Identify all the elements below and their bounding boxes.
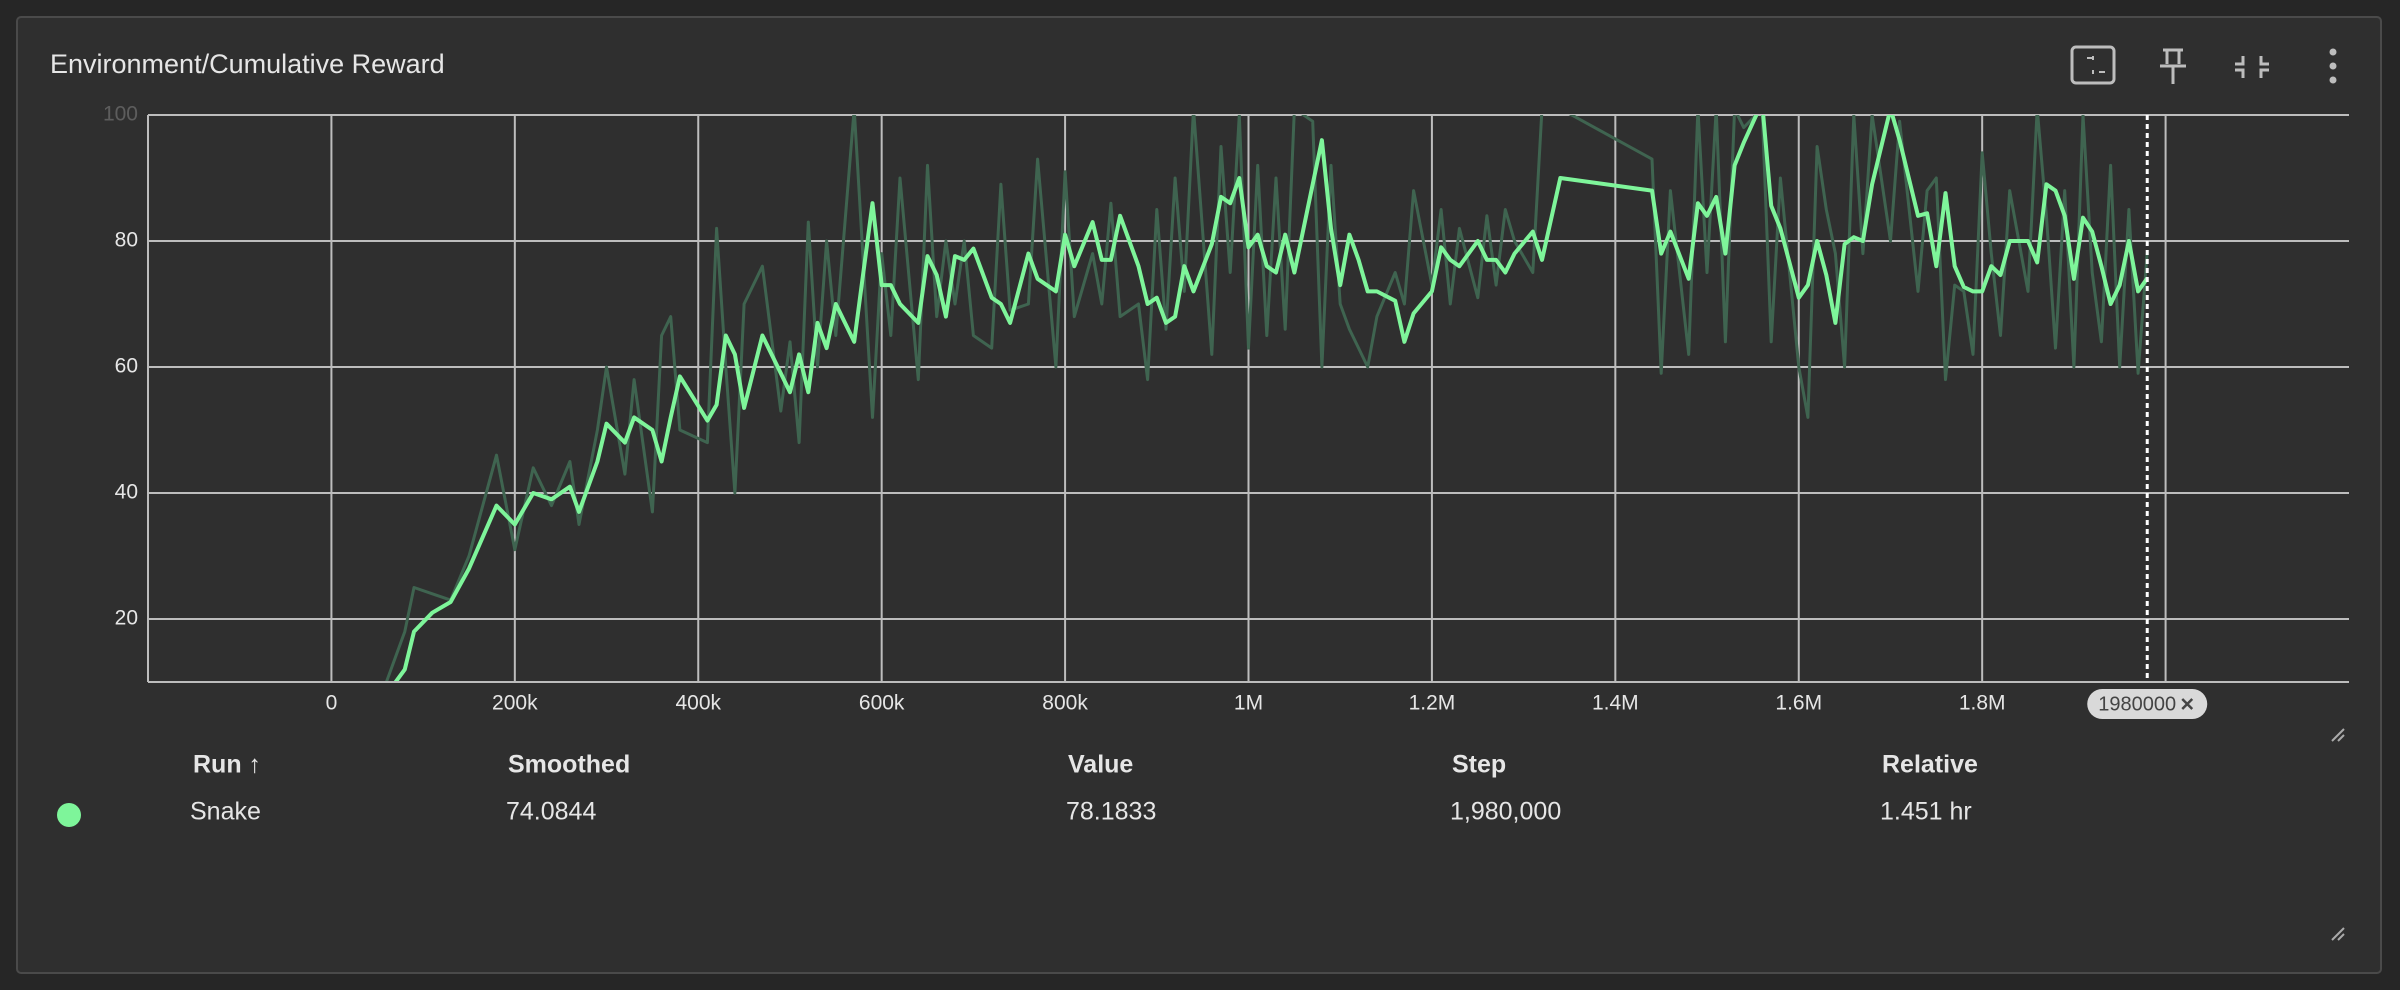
table-cell: 78.1833 <box>1066 798 1156 826</box>
chip-close[interactable] <box>2181 698 2194 710</box>
column-header: Run ↑ <box>193 751 261 779</box>
table-cell: 74.0844 <box>506 798 596 826</box>
x-tick-label: 1M <box>1234 692 1263 715</box>
x-tick-label: 1.6M <box>1775 692 1822 715</box>
table-cell: 1.451 hr <box>1880 798 1972 826</box>
table-cell: 1,980,000 <box>1450 798 1561 826</box>
chart-title: Environment/Cumulative Reward <box>50 49 445 79</box>
x-tick-label: 1.2M <box>1409 692 1456 715</box>
resize-grip[interactable] <box>2331 927 2345 941</box>
x-tick-label: 600k <box>859 692 905 715</box>
x-tick-label: 800k <box>1042 692 1088 715</box>
column-header: Value <box>1068 751 1133 779</box>
x-tick-label: 0 <box>326 692 338 715</box>
x-tick-label: 200k <box>492 692 538 715</box>
column-header: Smoothed <box>508 751 630 779</box>
column-header: Step <box>1452 751 1506 779</box>
y-tick-label: 60 <box>115 355 138 378</box>
more-menu-button[interactable] <box>2329 48 2337 84</box>
column-header: Relative <box>1882 751 1978 779</box>
run-color-dot <box>57 803 81 827</box>
y-tick-label: 20 <box>115 607 138 630</box>
step-chip-label: 1980000 <box>2098 693 2176 715</box>
x-tick-label: 1.4M <box>1592 692 1639 715</box>
y-tick-label: 100 <box>103 103 138 126</box>
pin-button[interactable] <box>2160 48 2186 84</box>
x-tick-label: 400k <box>675 692 721 715</box>
y-tick-label: 80 <box>115 229 138 252</box>
y-tick-label: 40 <box>115 481 138 504</box>
raw-line <box>384 115 2149 682</box>
run-name: Snake <box>190 798 261 826</box>
step-chip <box>2087 689 2208 719</box>
x-tick-label: 1.8M <box>1959 692 2006 715</box>
collapse-button[interactable] <box>2235 56 2269 78</box>
smoothed-line <box>393 115 2149 682</box>
fit-domain-button[interactable] <box>2070 45 2116 85</box>
resize-grip[interactable] <box>2331 728 2345 742</box>
